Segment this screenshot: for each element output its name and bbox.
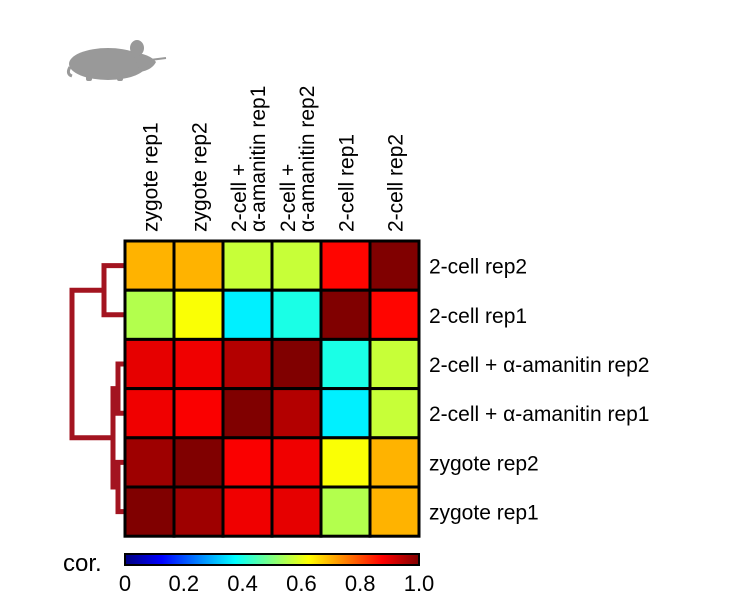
heatmap-cell <box>368 436 421 489</box>
row-label: 2-cell + α-amanitin rep1 <box>429 403 650 426</box>
heatmap-cell <box>270 337 323 391</box>
heatmap-cell <box>221 288 274 341</box>
heatmap-cell <box>123 387 176 440</box>
colorbar <box>124 553 420 566</box>
heatmap-cell <box>172 239 225 292</box>
column-label: zygote rep2 <box>189 122 212 232</box>
heatmap-cell <box>368 239 421 292</box>
column-label: zygote rep1 <box>140 122 163 232</box>
colorbar-tick-label: 0.8 <box>345 571 376 596</box>
heatmap-cell <box>221 387 274 440</box>
heatmap-cell <box>123 239 176 292</box>
column-label: 2-cell +α-amanitin rep2 <box>277 86 319 232</box>
heatmap-cell <box>319 337 372 391</box>
heatmap-cell <box>368 387 421 440</box>
row-label: zygote rep1 <box>429 502 539 525</box>
heatmap-cell <box>270 239 323 292</box>
heatmap-cell <box>172 387 225 440</box>
heatmap-cell <box>319 288 372 341</box>
row-label: 2-cell rep2 <box>429 256 527 279</box>
colorbar-tick-label: 1.0 <box>404 571 435 596</box>
colorbar-tick-label: 0.2 <box>169 571 200 596</box>
colorbar-tick-label: 0.4 <box>227 571 258 596</box>
column-label: 2-cell rep1 <box>336 134 359 232</box>
heatmap-cell <box>368 337 421 391</box>
heatmap-cell <box>172 485 225 538</box>
dendrogram-branch <box>69 287 113 441</box>
column-label: 2-cell +α-amanitin rep1 <box>228 86 270 232</box>
row-label: 2-cell + α-amanitin rep2 <box>429 354 650 377</box>
heatmap-cell <box>319 239 372 292</box>
heatmap-cell <box>123 436 176 489</box>
heatmap-cell <box>221 436 274 489</box>
heatmap-cell <box>172 288 225 341</box>
heatmap-cell <box>319 485 372 538</box>
mouse-icon <box>66 40 167 81</box>
heatmap-cell <box>172 436 225 489</box>
heatmap-cell <box>270 485 323 538</box>
row-label: zygote rep2 <box>429 452 539 475</box>
heatmap-cell <box>319 436 372 489</box>
heatmap-cell <box>123 337 176 391</box>
heatmap-cell <box>319 387 372 440</box>
heatmap-cell <box>221 337 274 391</box>
heatmap-cell <box>123 288 176 341</box>
column-label: 2-cell rep2 <box>385 134 408 232</box>
dendrogram-branch <box>101 263 125 318</box>
colorbar-label: cor. <box>63 550 102 577</box>
heatmap-cell <box>368 485 421 538</box>
heatmap-cell <box>123 485 176 538</box>
heatmap-cell <box>270 436 323 489</box>
row-label: 2-cell rep1 <box>429 305 527 328</box>
heatmap-cell <box>221 485 274 538</box>
heatmap-cell <box>368 288 421 341</box>
heatmap-cell <box>221 239 274 292</box>
colorbar-tick-label: 0.6 <box>286 571 317 596</box>
heatmap-cell <box>270 387 323 440</box>
colorbar-tick-label: 0 <box>119 571 131 596</box>
heatmap-cell <box>270 288 323 341</box>
heatmap-cell <box>172 337 225 391</box>
